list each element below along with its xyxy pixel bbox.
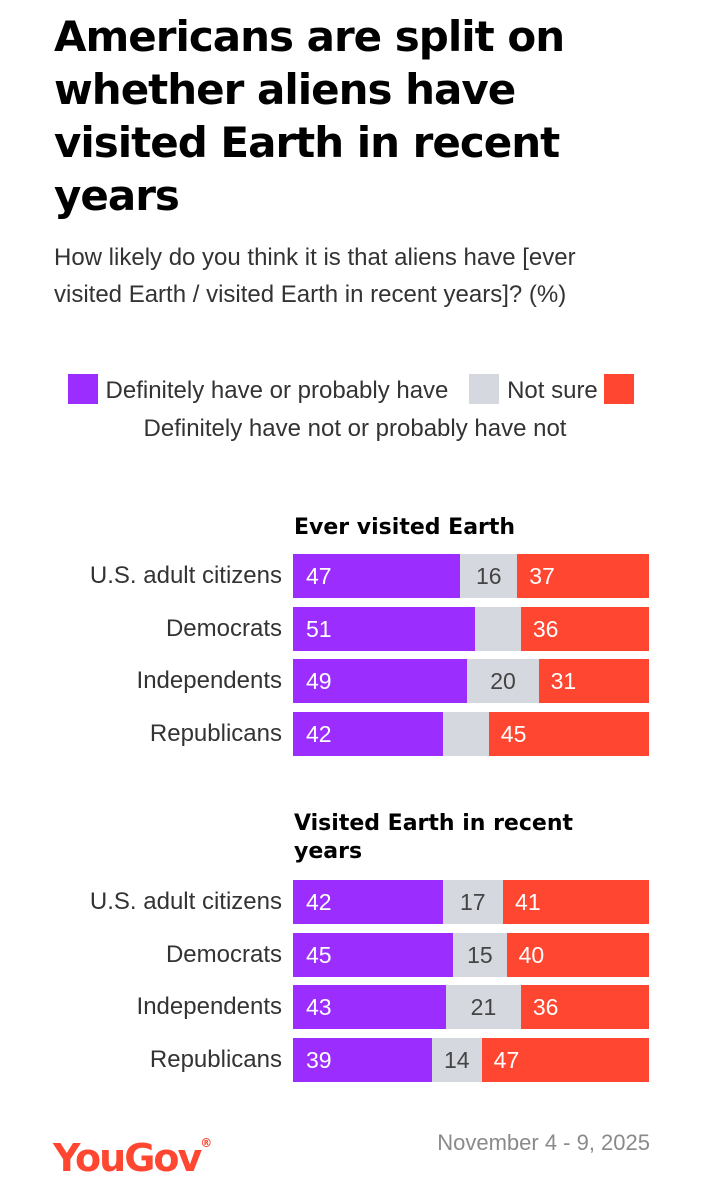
bar-segment-not-sure: 17 (442, 880, 504, 924)
data-label: 21 (470, 994, 497, 1020)
row-label: Independents (136, 993, 282, 1020)
row-label: Republicans (149, 720, 282, 747)
yougov-logo: YouGov® (53, 1136, 213, 1180)
data-label: 36 (532, 994, 559, 1020)
stacked-bar: 49 20 31 (293, 659, 649, 703)
legend-label-not-sure: Not sure (507, 377, 598, 404)
data-label: 42 (306, 889, 332, 915)
row-label: Republicans (149, 1046, 282, 1073)
stacked-bar: 45 15 40 (293, 933, 649, 977)
data-label: 39 (306, 1047, 332, 1073)
bar-segment-not-sure: 21 (446, 985, 521, 1029)
bar-segment-have-not: 36 (520, 607, 649, 651)
data-label: 42 (306, 721, 332, 747)
legend-swatch-not-sure (469, 374, 500, 404)
data-label: 37 (529, 563, 555, 589)
data-label: 51 (306, 616, 332, 642)
bar-segment-not-sure (474, 607, 521, 651)
stacked-bar: 43 21 36 (293, 985, 649, 1029)
row-label: U.S. adult citizens (89, 562, 282, 589)
bar-segment-have-not: 40 (506, 933, 649, 977)
data-label: 36 (532, 616, 559, 642)
bar-segment-have-not: 37 (517, 554, 649, 598)
bar-segment-not-sure: 20 (467, 659, 539, 703)
chart-title: Americans are split on whether aliens ha… (54, 12, 565, 220)
bar-segment-have: 42 (293, 712, 443, 756)
stacked-bar: 42 17 41 (293, 880, 649, 924)
legend-item-have-not: Definitely have not or probably have not (143, 374, 643, 442)
data-label: 14 (443, 1047, 470, 1073)
stacked-bar: 47 16 37 (293, 554, 649, 598)
bar-segment-not-sure: 14 (431, 1038, 482, 1082)
row-label: Independents (136, 667, 282, 694)
data-label: 47 (306, 563, 332, 589)
data-label: 15 (467, 942, 493, 968)
panel-title-1: Ever visited Earth (294, 515, 516, 540)
bar-segment-have-not: 45 (488, 712, 649, 756)
data-label: 20 (490, 668, 516, 694)
bar-segment-have: 47 (293, 554, 461, 598)
bar-segment-not-sure (442, 712, 489, 756)
data-label: 45 (306, 942, 332, 968)
bar-segment-have: 49 (293, 659, 468, 703)
bar-segment-have: 43 (293, 985, 447, 1029)
survey-date: November 4 - 9, 2025 (437, 1130, 650, 1155)
stacked-bar: 42 45 (293, 712, 649, 756)
legend-item-have: Definitely have or probably have (67, 374, 449, 404)
data-label: 45 (500, 721, 527, 747)
data-label: 49 (306, 668, 332, 694)
bar-segment-have-not: 31 (538, 659, 649, 703)
bar-segment-not-sure: 16 (460, 554, 518, 598)
stacked-bar: 39 14 47 (293, 1038, 649, 1082)
legend-swatch-have (67, 374, 98, 404)
bar-segment-not-sure: 15 (453, 933, 507, 977)
data-label: 16 (475, 563, 502, 589)
data-label: 31 (550, 668, 577, 694)
stacked-bar: 51 36 (293, 607, 649, 651)
bar-segment-have: 45 (293, 933, 454, 977)
chart-subtitle: How likely do you think it is that alien… (54, 244, 576, 308)
bar-segment-have: 51 (293, 607, 475, 651)
bar-segment-have: 39 (293, 1038, 432, 1082)
bar-segment-have-not: 41 (503, 880, 649, 924)
bar-segment-have: 42 (293, 880, 443, 924)
legend-label-have: Definitely have or probably have (105, 377, 449, 404)
bar-segment-have-not: 47 (481, 1038, 649, 1082)
bar-segment-have-not: 36 (520, 985, 649, 1029)
row-label: U.S. adult citizens (89, 888, 282, 915)
legend-label-have-not: Definitely have not or probably have not (143, 415, 567, 442)
legend-swatch-have-not (604, 374, 635, 404)
legend: Definitely have or probably have Not sur… (60, 372, 650, 448)
data-label: 47 (493, 1047, 520, 1073)
row-label: Democrats (165, 941, 282, 968)
data-label: 40 (518, 942, 545, 968)
row-label: Democrats (165, 615, 282, 642)
data-label: 17 (459, 889, 486, 915)
data-label: 41 (515, 889, 541, 915)
panel-title-2: Visited Earth in recent years (294, 811, 573, 864)
logo-text: YouGov (53, 1136, 202, 1180)
legend-item-not-sure: Not sure (469, 374, 598, 404)
data-label: 43 (306, 994, 332, 1020)
